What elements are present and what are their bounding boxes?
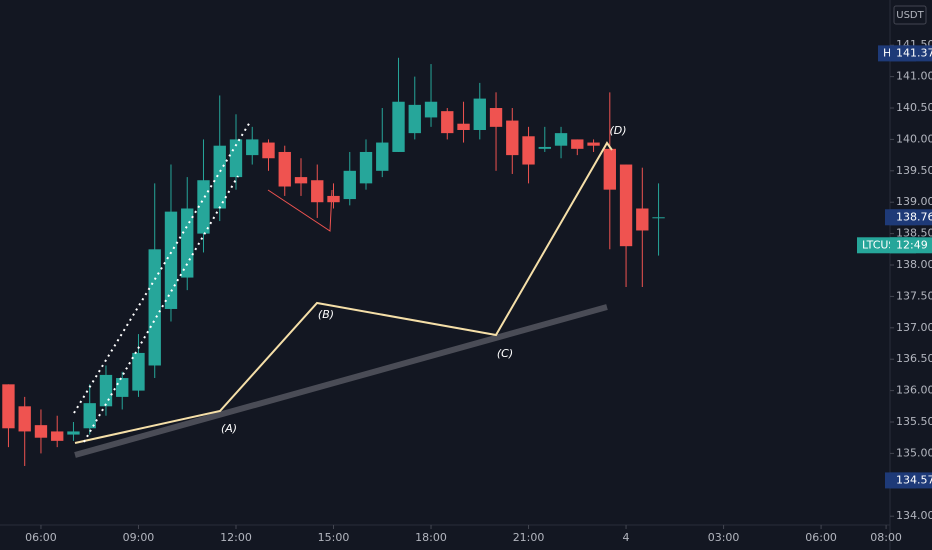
price-axis: 141.50141.00140.50140.00139.50139.00138.… (25, 38, 932, 544)
candle-body (246, 139, 259, 156)
x-tick-label: 15:00 (318, 531, 350, 544)
drawings: (A) (B) (C) (D) (73, 121, 627, 458)
y-tick-label: 136.50 (896, 352, 932, 365)
price-marker-value: 134.57 (896, 473, 932, 486)
candle-body (489, 108, 503, 127)
candle-body (327, 195, 340, 203)
symbol-tag-value-box (890, 237, 932, 254)
price-marker-value-box (890, 45, 932, 62)
candle-body (197, 180, 210, 234)
price-marker: Low134.57 (885, 472, 932, 489)
candle-body (262, 142, 275, 159)
x-tick-label: 18:00 (415, 531, 447, 544)
candle-body (424, 101, 438, 118)
y-tick-label: 138.50 (896, 227, 932, 240)
x-tick-label: 09:00 (123, 531, 155, 544)
candle-body (457, 123, 470, 130)
candle-body (603, 148, 616, 190)
candle-body (506, 120, 519, 156)
candle-body (116, 378, 129, 397)
candle-body (213, 145, 226, 209)
candle-body (587, 142, 600, 146)
candle-body (229, 139, 243, 178)
y-tick-label: 137.00 (896, 321, 932, 334)
price-marker-value: 141.37 (896, 46, 932, 59)
y-tick-label: 139.50 (896, 164, 932, 177)
candle-body (408, 104, 421, 134)
candle-body (278, 151, 291, 187)
candle-body (473, 98, 486, 130)
y-tick-label: 141.00 (896, 70, 932, 83)
x-tick-label: 21:00 (513, 531, 545, 544)
annotation: (A) (221, 422, 237, 435)
candle-body (67, 431, 80, 435)
candle-body (376, 142, 389, 171)
candle-body (51, 431, 64, 441)
x-tick-label: 06:00 (805, 531, 837, 544)
candle-body (164, 211, 178, 309)
y-tick-label: 136.00 (896, 384, 932, 397)
candle-body (343, 170, 356, 200)
pattern-line (74, 141, 613, 444)
red-line (267, 189, 333, 232)
candles (2, 57, 665, 466)
price-marker-value-box (890, 472, 932, 489)
candle-body (392, 101, 405, 152)
y-tick-label: 139.00 (896, 195, 932, 208)
currency-box (893, 5, 927, 25)
candle-body (441, 111, 454, 134)
y-tick-label: 135.50 (896, 415, 932, 428)
x-tick-label: 03:00 (708, 531, 740, 544)
price-marker: Avg138.76 (885, 209, 932, 226)
candle-body (294, 177, 308, 184)
channel-line (73, 121, 251, 414)
trend-line (74, 304, 608, 458)
candle-body (619, 164, 633, 247)
candle-body (359, 151, 373, 184)
price-marker-value-box (890, 209, 932, 226)
candle-body (148, 249, 161, 366)
x-tick-label: 08:00 (870, 531, 902, 544)
candle-body (311, 180, 324, 203)
price-marker-value: 138.76 (896, 210, 932, 223)
candle-body (538, 146, 551, 149)
price-marker: High141.37 (878, 45, 932, 62)
y-tick-label: 135.00 (896, 446, 932, 459)
candle-body (99, 374, 113, 407)
y-tick-label: 137.50 (896, 289, 932, 302)
candle-body (652, 217, 665, 219)
annotation: (C) (497, 347, 513, 360)
candle-body (2, 384, 15, 429)
y-tick-label: 140.00 (896, 132, 932, 145)
x-tick-label: 06:00 (25, 531, 57, 544)
candle-body (34, 425, 48, 438)
symbol-tag-value: 12:49 (896, 238, 928, 251)
candle-body (571, 139, 584, 149)
x-tick-label: 4 (623, 531, 630, 544)
currency: USDT (896, 10, 924, 21)
candle-body (522, 136, 535, 165)
x-tick-label: 12:00 (220, 531, 252, 544)
candle-body (132, 352, 145, 391)
y-tick-label: 134.00 (896, 509, 932, 522)
candle-body (18, 406, 31, 432)
candle-body (181, 208, 194, 278)
y-tick-label: 140.50 (896, 101, 932, 114)
annotation: (D) (609, 124, 626, 137)
candle-body (636, 208, 649, 231)
y-tick-label: 138.00 (896, 258, 932, 271)
candle-body (554, 133, 568, 146)
candle-body (83, 403, 96, 429)
annotation: (B) (318, 308, 334, 321)
